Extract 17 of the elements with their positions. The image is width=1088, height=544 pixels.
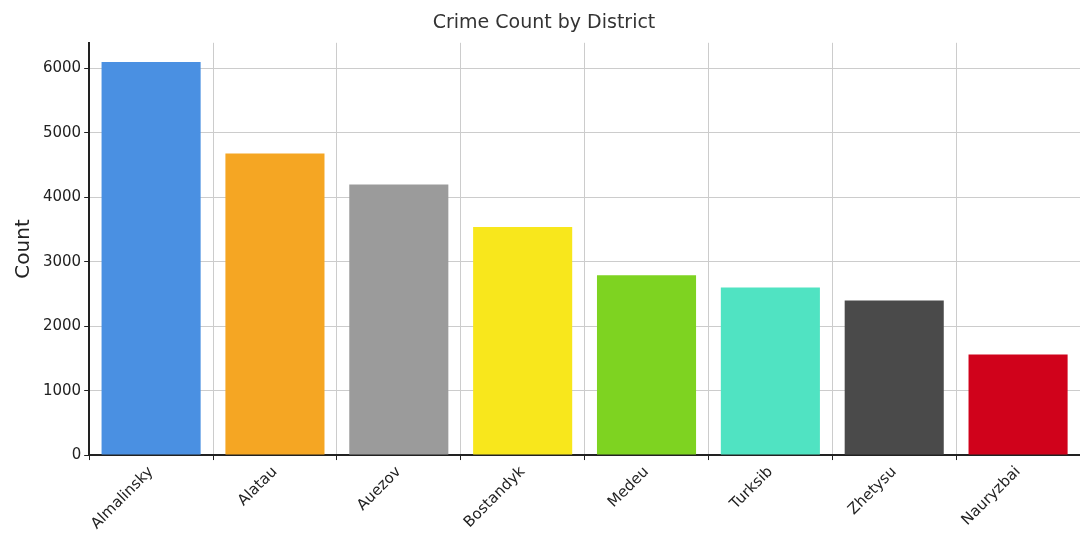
y-axis-title: Count bbox=[10, 219, 35, 279]
bar bbox=[225, 153, 325, 455]
y-tick-label: 4000 bbox=[42, 187, 82, 206]
chart-title: Crime Count by District bbox=[432, 10, 656, 33]
y-tick-label: 1000 bbox=[42, 380, 82, 399]
y-tick-label: 0 bbox=[71, 444, 82, 463]
y-tick-label: 2000 bbox=[42, 316, 82, 335]
y-tick-label: 5000 bbox=[42, 122, 82, 141]
bar bbox=[844, 300, 944, 455]
bar bbox=[720, 287, 820, 455]
y-tick-label: 3000 bbox=[42, 251, 82, 270]
bar bbox=[596, 275, 697, 455]
bar bbox=[968, 354, 1068, 455]
bar bbox=[101, 62, 201, 455]
bar bbox=[349, 184, 449, 455]
bar bbox=[473, 227, 573, 455]
y-tick-label: 6000 bbox=[42, 58, 82, 77]
